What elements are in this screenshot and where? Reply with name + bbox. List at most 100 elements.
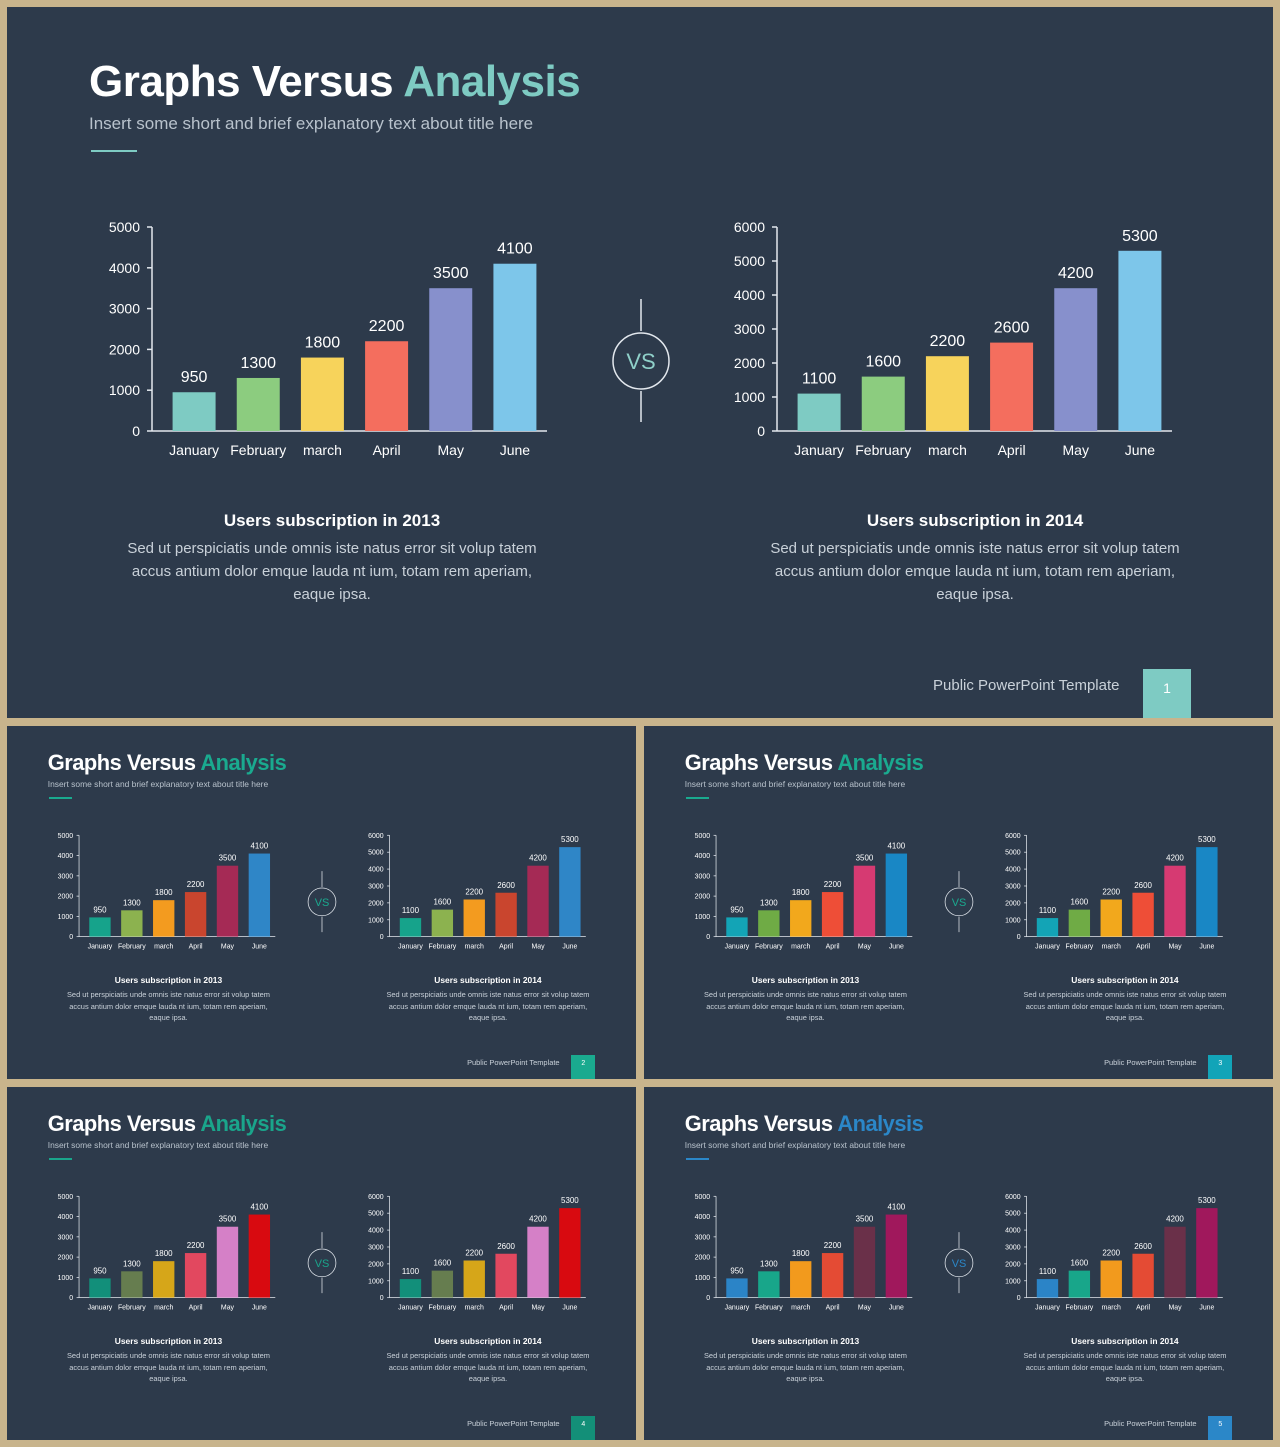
chart-2013-y-tick-label: 5000	[58, 1194, 74, 1201]
chart-2013-data-label: 950	[93, 1266, 107, 1275]
chart-2014-data-label: 1100	[1039, 906, 1057, 915]
chart-2014-category-label: April	[998, 442, 1026, 458]
chart-2014-y-tick-label: 0	[757, 423, 765, 439]
chart-2013-data-label: 950	[93, 905, 107, 914]
chart-2014-data-label: 2600	[1134, 1242, 1152, 1251]
page-number-box: 5	[1208, 1415, 1233, 1440]
title-underline	[685, 797, 709, 800]
vs-label: VS	[626, 349, 655, 374]
title-main: Graphs Versus	[684, 1110, 833, 1136]
chart-2013-y-tick-label: 2000	[109, 341, 140, 357]
chart-2014-data-label: 4200	[1058, 265, 1094, 282]
chart-2014-bar-may	[527, 1226, 549, 1298]
chart-2014-category-label: April	[499, 1305, 513, 1312]
chart-2014-category-label: march	[928, 442, 967, 458]
chart-2013-bar-february	[121, 1271, 143, 1298]
chart-2013-data-label: 1800	[792, 1249, 810, 1258]
chart-2014-bar-march	[925, 356, 969, 431]
chart-2013-y-tick-label: 3000	[695, 1234, 711, 1241]
caption-2014-body: Sed ut perspiciatis unde omnis iste natu…	[386, 990, 590, 1023]
chart-2013-category-label: May	[858, 944, 872, 951]
title-underline	[48, 1158, 72, 1161]
page-title: Graphs Versus Analysis	[685, 1111, 924, 1138]
chart-2014-category-label: May	[1168, 1305, 1182, 1312]
chart-2013-category-label: February	[118, 1305, 146, 1312]
slide-1[interactable]: Graphs Versus Analysis Insert some short …	[7, 7, 1273, 718]
chart-2013-data-label: 4100	[888, 1203, 906, 1212]
chart-2014-data-label: 2200	[1102, 888, 1120, 897]
chart-2013-data-label: 3500	[219, 1215, 237, 1224]
chart-2013-bar-march	[790, 900, 812, 937]
slide-2[interactable]: Graphs Versus Analysis Insert some short …	[7, 726, 636, 1079]
chart-2013-bar-january	[726, 917, 748, 937]
chart-2014-category-label: April	[1136, 944, 1150, 951]
chart-2013-data-label: 2200	[824, 880, 842, 889]
chart-2014-category-label: February	[1065, 944, 1093, 951]
title-accent: Analysis	[200, 1110, 287, 1136]
caption-2013-body: Sed ut perspiciatis unde omnis iste natu…	[66, 1351, 270, 1384]
chart-2014-category-label: February	[855, 442, 911, 458]
chart-2013-data-label: 3500	[219, 854, 237, 863]
chart-2014-data-label: 2600	[497, 1242, 515, 1251]
chart-2014-y-tick-label: 1000	[368, 1278, 384, 1285]
chart-2013-y-tick-label: 0	[706, 1295, 710, 1302]
chart-2014-bar-june	[559, 1208, 581, 1298]
chart-2013-category-label: April	[189, 944, 203, 951]
chart-2013-bar-june	[248, 853, 271, 937]
chart-2014-data-label: 5300	[1198, 1196, 1216, 1205]
chart-2013-y-tick-label: 4000	[58, 853, 74, 860]
chart-2013-data-label: 3500	[856, 1215, 874, 1224]
footer-text: Public PowerPoint Template	[1104, 1419, 1197, 1429]
chart-2013-chart: 0 1000 2000 3000 4000 5000 950 January 1300 Febru…	[58, 833, 276, 951]
chart-2014-y-tick-label: 3000	[1005, 1244, 1021, 1251]
chart-2013-data-label: 1300	[123, 898, 141, 907]
slide-3[interactable]: Graphs Versus Analysis Insert some short …	[644, 726, 1273, 1079]
chart-2013-data-label: 4100	[497, 241, 533, 258]
chart-2013-y-tick-label: 5000	[58, 833, 74, 840]
caption-2014-body: Sed ut perspiciatis unde omnis iste natu…	[770, 540, 1180, 603]
chart-2013-y-tick-label: 3000	[695, 873, 711, 880]
slide-4[interactable]: Graphs Versus Analysis Insert some short …	[7, 1087, 636, 1440]
chart-2013-bar-march	[790, 1261, 812, 1298]
chart-2013-chart: 0 1000 2000 3000 4000 5000 950 January 1300 Febru…	[695, 833, 913, 951]
chart-2014-y-tick-label: 2000	[1005, 900, 1021, 907]
chart-2013-y-tick-label: 4000	[695, 1214, 711, 1221]
chart-2014-y-tick-label: 1000	[1005, 917, 1021, 924]
chart-2013-y-tick-label: 3000	[109, 301, 140, 317]
chart-2014-category-label: march	[1102, 944, 1121, 951]
chart-2013-data-label: 950	[730, 1266, 744, 1275]
chart-2013-data-label: 2200	[369, 318, 405, 335]
page-number-box: 4	[571, 1415, 596, 1440]
chart-2014-data-label: 1100	[1039, 1267, 1057, 1276]
chart-2014-y-tick-label: 4000	[1005, 1228, 1021, 1235]
chart-2013-data-label: 1300	[760, 1259, 778, 1268]
chart-2013-y-tick-label: 4000	[109, 260, 140, 276]
page-number-box: 1	[1143, 669, 1191, 718]
chart-2014-y-tick-label: 3000	[368, 1244, 384, 1251]
footer-text: Public PowerPoint Template	[467, 1058, 560, 1068]
chart-2014-chart: 0 1000 2000 3000 4000 5000 6000 1100 January 1600…	[1005, 833, 1223, 951]
title-underline	[48, 797, 72, 800]
chart-2013-data-label: 950	[730, 905, 744, 914]
chart-2014-category-label: May	[1063, 442, 1089, 458]
chart-2014-y-tick-label: 4000	[368, 1228, 384, 1235]
chart-2014-data-label: 2200	[465, 888, 483, 897]
chart-2014-bar-april	[1132, 892, 1154, 937]
chart-2014-data-label: 5300	[1198, 835, 1216, 844]
chart-2014-y-tick-label: 0	[380, 934, 384, 941]
chart-2014-y-tick-label: 3000	[1005, 883, 1021, 890]
chart-2013-category-label: march	[303, 442, 342, 458]
chart-2013-category-label: June	[889, 1305, 904, 1312]
title-main: Graphs Versus	[684, 749, 833, 775]
chart-2014-y-tick-label: 6000	[1005, 1194, 1021, 1201]
chart-2014-bar-march	[463, 899, 485, 937]
vs-circle	[612, 332, 670, 390]
chart-2014-y-tick-label: 6000	[368, 833, 384, 840]
chart-2013-y-tick-label: 3000	[58, 873, 74, 880]
slide-5[interactable]: Graphs Versus Analysis Insert some short …	[644, 1087, 1273, 1440]
chart-2013-y-tick-label: 1000	[695, 1275, 711, 1282]
chart-2013-data-label: 950	[181, 369, 208, 386]
page-title: Graphs Versus Analysis	[48, 750, 287, 777]
charts-canvas: 0 1000 2000 3000 4000 5000 950 January 1300 Febru…	[695, 833, 1223, 951]
chart-2014-y-tick-label: 5000	[734, 253, 765, 269]
